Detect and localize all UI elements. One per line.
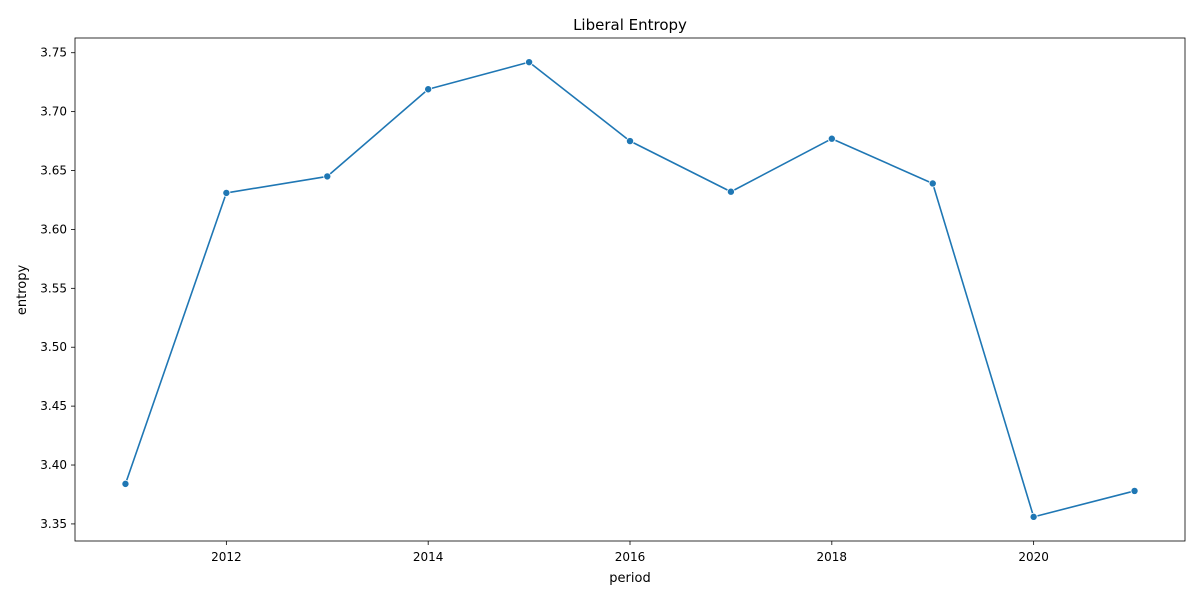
- x-tick-label: 2018: [817, 550, 848, 564]
- data-point: [323, 172, 332, 181]
- y-tick-label: 3.60: [40, 222, 67, 236]
- y-tick-label: 3.35: [40, 517, 67, 531]
- series-layer: [121, 58, 1139, 521]
- y-tick-label: 3.40: [40, 458, 67, 472]
- x-tick-label: 2020: [1018, 550, 1049, 564]
- y-axis: 3.35 3.40 3.45 3.50 3.55 3.60 3.65 3.70 3.75: [40, 46, 75, 531]
- data-point: [121, 479, 130, 488]
- x-tick-label: 2016: [615, 550, 646, 564]
- x-tick-label: 2012: [211, 550, 242, 564]
- data-point: [726, 187, 735, 196]
- x-axis-label: period: [609, 571, 650, 586]
- data-point: [1130, 486, 1139, 495]
- y-tick-label: 3.70: [40, 105, 67, 119]
- data-point: [928, 179, 937, 188]
- y-tick-label: 3.50: [40, 340, 67, 354]
- x-axis: 2012 2014 2016 2018 2020: [211, 541, 1049, 564]
- y-tick-label: 3.75: [40, 46, 67, 60]
- data-point: [827, 134, 836, 143]
- y-tick-label: 3.65: [40, 164, 67, 178]
- data-point: [626, 137, 635, 146]
- data-point: [1029, 512, 1038, 521]
- y-tick-label: 3.55: [40, 281, 67, 295]
- data-point: [424, 85, 433, 94]
- chart-title: Liberal Entropy: [573, 16, 687, 34]
- y-axis-label: entropy: [15, 265, 30, 316]
- series-line: [124, 61, 1135, 518]
- data-point: [222, 188, 231, 197]
- y-tick-label: 3.45: [40, 399, 67, 413]
- data-point: [525, 58, 534, 67]
- x-tick-label: 2014: [413, 550, 444, 564]
